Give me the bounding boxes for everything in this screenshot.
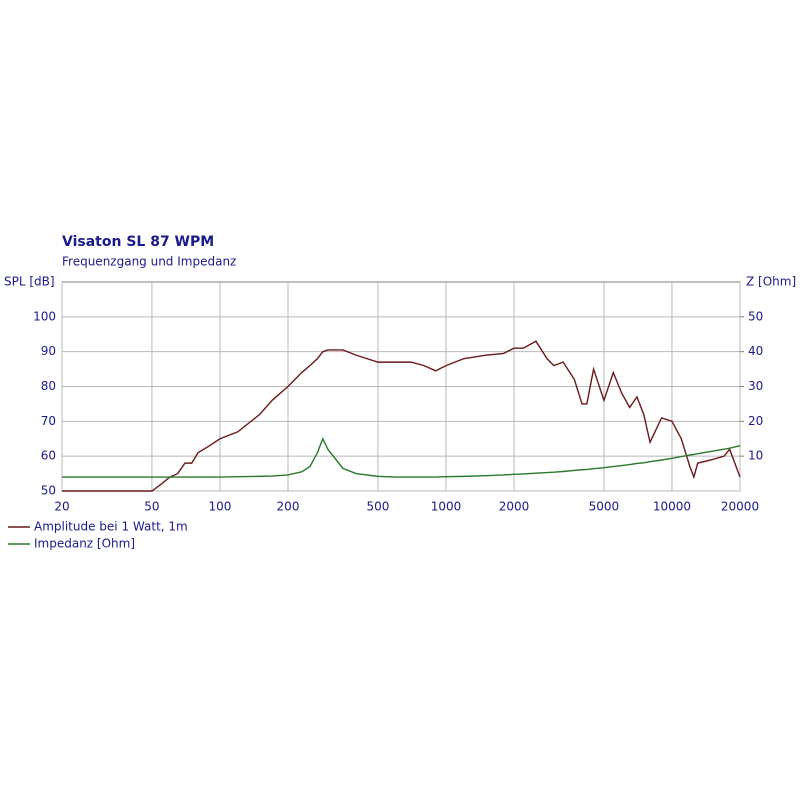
x-tick-label: 20 [54,500,69,514]
chart-subtitle: Frequenzgang und Impedanz [62,255,236,269]
y-tick-label: 70 [41,414,56,428]
y2-axis-label: Z [Ohm] [746,275,796,289]
x-tick-label: 2000 [499,500,530,514]
y2-tick-label: 10 [748,449,763,463]
y-tick-label: 80 [41,379,56,393]
legend-label: Amplitude bei 1 Watt, 1m [34,520,188,534]
x-tick-label: 1000 [431,500,462,514]
x-tick-label: 5000 [589,500,620,514]
y-axis-label: SPL [dB] [4,275,55,289]
y-tick-label: 90 [41,344,56,358]
y2-tick-label: 40 [748,344,763,358]
y-tick-label: 50 [41,484,56,498]
y-tick-label: 100 [33,309,56,323]
x-tick-label: 10000 [653,500,691,514]
x-tick-label: 50 [144,500,159,514]
series-line [62,436,741,478]
series-line [62,340,741,492]
x-tick-label: 200 [277,500,300,514]
legend-label: Impedanz [Ohm] [34,537,135,551]
y-tick-label: 60 [41,449,56,463]
x-tick-label: 20000 [721,500,759,514]
y2-tick-label: 50 [748,309,763,323]
y2-tick-label: 20 [748,414,763,428]
x-tick-label: 500 [366,500,389,514]
x-tick-label: 100 [209,500,232,514]
chart-title: Visaton SL 87 WPM [62,234,214,250]
y2-tick-label: 30 [748,379,763,393]
